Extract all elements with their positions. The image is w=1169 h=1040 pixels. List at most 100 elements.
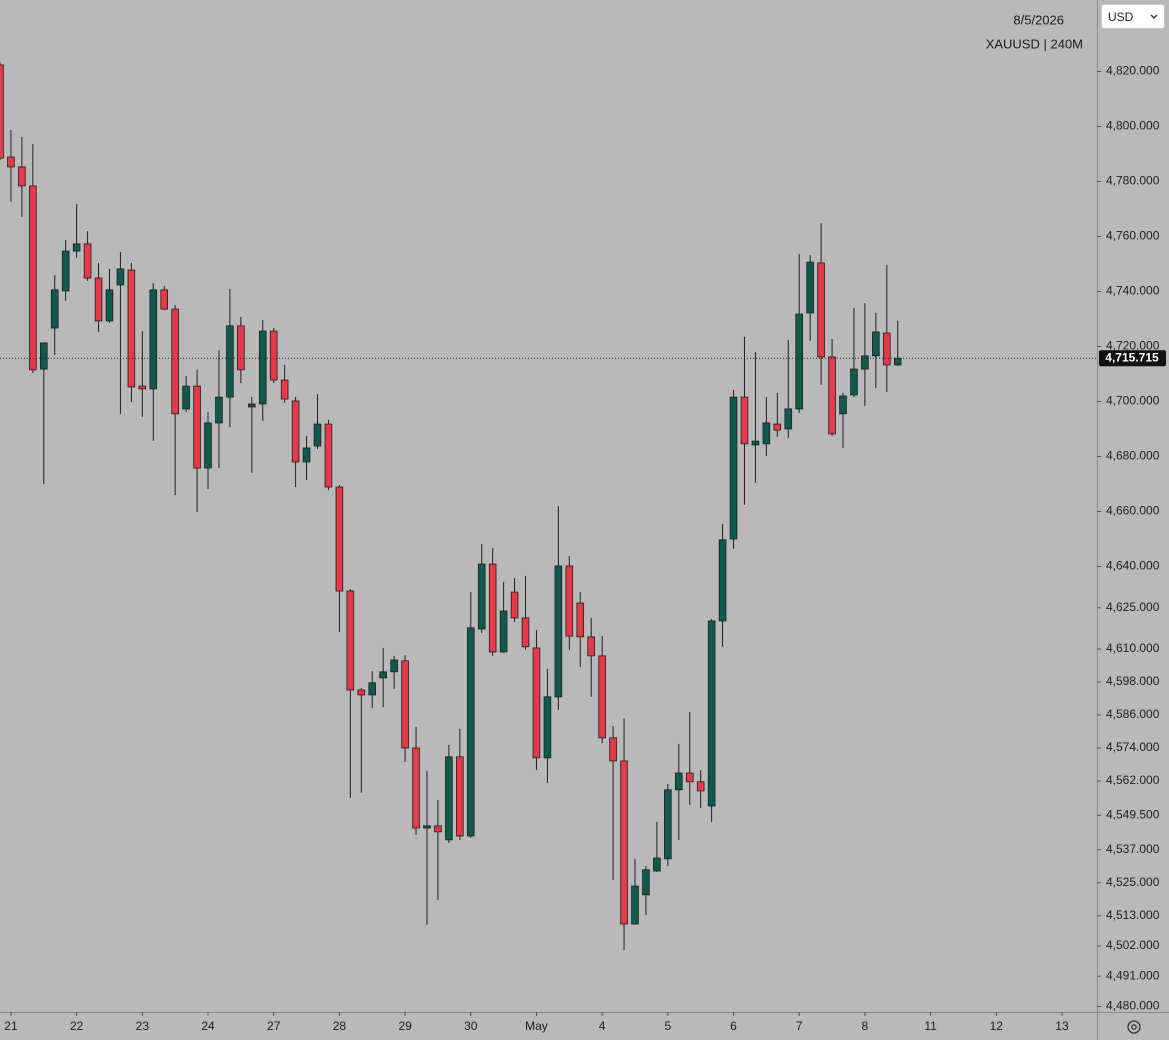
candle-body xyxy=(248,403,256,408)
settings-gear-center[interactable] xyxy=(1131,1024,1137,1030)
candle-body xyxy=(160,289,169,310)
y-tick-label: 4,502.000 xyxy=(1106,938,1160,952)
candle-body xyxy=(280,379,289,400)
candle-body xyxy=(631,885,639,925)
candle-body xyxy=(171,308,179,415)
candle-body xyxy=(215,396,223,424)
candle-body xyxy=(784,408,793,430)
candle-body xyxy=(861,355,869,370)
y-tick-label: 4,598.000 xyxy=(1106,674,1160,688)
candle-body xyxy=(740,396,749,445)
candle-body xyxy=(357,689,366,696)
candle-body xyxy=(149,289,158,390)
candle-body xyxy=(313,423,322,447)
candle-body xyxy=(806,261,814,314)
price-label-box xyxy=(1099,350,1166,367)
y-tick-label: 4,586.000 xyxy=(1106,707,1160,721)
y-tick-label: 4,480.000 xyxy=(1106,999,1160,1013)
candle-body xyxy=(29,185,37,371)
candle-body xyxy=(707,620,716,807)
candle-body xyxy=(226,325,234,398)
candle-body xyxy=(696,781,705,792)
candle-body xyxy=(269,330,278,381)
candle-body xyxy=(7,156,15,168)
candle-body xyxy=(499,610,508,653)
y-tick-label: 4,760.000 xyxy=(1106,229,1160,243)
candle-body xyxy=(18,166,26,187)
candle-body xyxy=(751,440,760,446)
candle-body xyxy=(390,659,398,673)
x-tick-label: 7 xyxy=(796,1019,803,1033)
candle-body xyxy=(477,563,486,630)
candle-body xyxy=(445,756,453,841)
candle-body xyxy=(674,772,683,791)
candle-body xyxy=(598,655,606,739)
candle-body xyxy=(324,423,333,488)
candle-body xyxy=(762,422,771,445)
settings-icon[interactable] xyxy=(1127,1020,1141,1034)
candle-body xyxy=(116,268,125,286)
candle-body xyxy=(423,825,431,829)
candle-body xyxy=(237,325,245,371)
candle-body xyxy=(883,332,891,366)
candle-body xyxy=(510,591,519,619)
candle-body xyxy=(83,243,92,279)
candle-body xyxy=(193,385,201,469)
candle-body xyxy=(565,565,574,637)
chart-title: XAUUSD | 240M xyxy=(986,36,1083,51)
x-tick-label: May xyxy=(525,1019,548,1033)
currency-select[interactable]: USD xyxy=(1101,4,1165,29)
y-tick-label: 4,700.000 xyxy=(1106,394,1160,408)
candle-body xyxy=(127,269,136,388)
y-tick-label: 4,800.000 xyxy=(1106,119,1160,133)
candle-body xyxy=(291,400,300,463)
candle-body xyxy=(488,563,497,653)
currency-label[interactable]: USD xyxy=(1108,9,1134,24)
candle-body xyxy=(839,395,847,415)
candle-body xyxy=(466,627,475,837)
y-tick-label: 4,537.000 xyxy=(1106,842,1160,856)
candle-body xyxy=(850,368,858,396)
candle-body xyxy=(718,539,727,622)
x-tick-label: 30 xyxy=(464,1019,478,1033)
candle-body xyxy=(543,696,552,759)
candle-body xyxy=(554,565,563,698)
x-tick-label: 27 xyxy=(267,1019,281,1033)
candle-body xyxy=(72,243,81,252)
candle-body xyxy=(609,737,617,762)
plot-area xyxy=(0,61,902,950)
candle-body xyxy=(412,747,420,829)
candle-body xyxy=(138,385,147,390)
y-tick-label: 4,525.000 xyxy=(1106,875,1160,889)
candle-body xyxy=(729,396,738,540)
candle-body xyxy=(828,356,836,435)
y-tick-label: 4,660.000 xyxy=(1106,504,1160,518)
candle-body xyxy=(0,64,4,159)
candle-body xyxy=(335,486,344,592)
settings-gear[interactable] xyxy=(1127,1020,1141,1034)
x-tick-label: 4 xyxy=(599,1019,606,1033)
candle-body xyxy=(434,825,442,833)
candle-body xyxy=(456,756,464,837)
candle-body xyxy=(872,331,880,357)
x-tick-label: 29 xyxy=(398,1019,412,1033)
y-tick-label: 4,640.000 xyxy=(1106,559,1160,573)
candle-body xyxy=(204,422,212,469)
y-tick-label: 4,625.000 xyxy=(1106,600,1160,614)
y-tick-label: 4,574.000 xyxy=(1106,740,1160,754)
candle-body xyxy=(576,602,585,638)
y-tick-label: 4,820.000 xyxy=(1106,64,1160,78)
x-tick-label: 12 xyxy=(990,1019,1004,1033)
chevron[interactable] xyxy=(1150,14,1158,20)
candle-body xyxy=(379,671,387,679)
candle-body xyxy=(642,869,650,896)
candle-body xyxy=(587,636,595,657)
candle-body xyxy=(893,357,902,366)
candle-body xyxy=(521,617,530,648)
y-tick-label: 4,610.000 xyxy=(1106,641,1160,655)
x-tick-label: 21 xyxy=(4,1019,18,1033)
y-tick-label: 4,562.000 xyxy=(1106,773,1160,787)
candle-body xyxy=(368,682,377,696)
